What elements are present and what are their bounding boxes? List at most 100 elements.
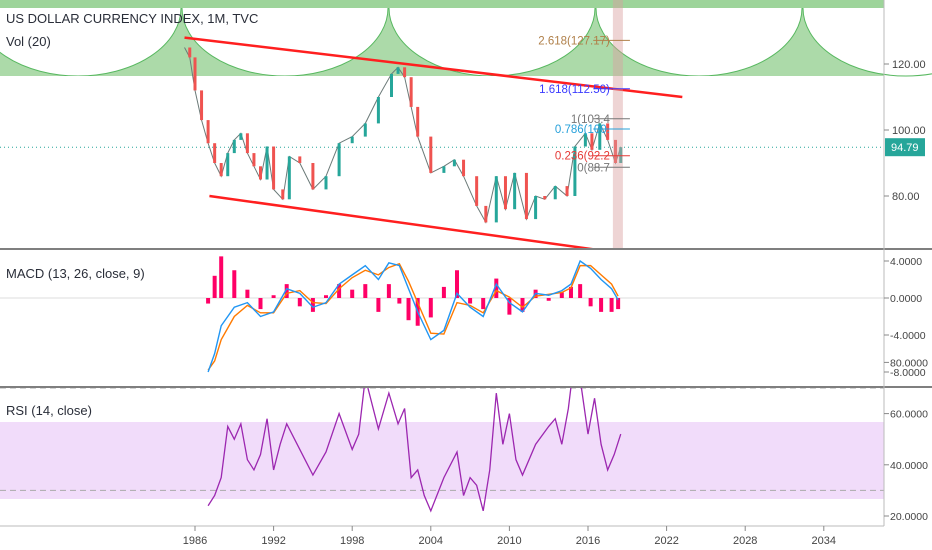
- price-candle: [429, 136, 433, 173]
- price-tick-label: 100.00: [892, 125, 926, 137]
- price-candle: [573, 146, 577, 196]
- price-candle: [239, 133, 243, 140]
- price-candle: [513, 172, 517, 210]
- fib-level-label: 0.786(100.: [555, 124, 610, 136]
- x-tick-label: 2022: [654, 535, 678, 547]
- price-candle: [403, 67, 407, 78]
- rsi-panel[interactable]: [0, 355, 884, 513]
- price-candle: [590, 133, 594, 150]
- macd-histogram-bar: [310, 298, 315, 312]
- macd-histogram-bar: [258, 298, 263, 310]
- macd-histogram-bar: [455, 270, 459, 298]
- price-candle: [363, 123, 367, 137]
- price-candle: [396, 67, 400, 74]
- price-candle: [324, 176, 328, 190]
- price-bg: [0, 76, 884, 248]
- macd-histogram-bar: [232, 270, 237, 298]
- trend-line: [184, 36, 683, 99]
- x-tick-label: 2016: [576, 535, 600, 547]
- price-candle: [598, 123, 602, 150]
- price-candle: [272, 146, 276, 190]
- forecast-column: [612, 0, 623, 248]
- price-panel[interactable]: 2.618(127.17) 1.618(112.50) 1(103.40.786(1…: [0, 0, 884, 265]
- macd-histogram-bar: [588, 298, 593, 307]
- macd-line: [207, 259, 619, 373]
- rsi-tick-label: 60.0000: [890, 409, 928, 421]
- price-candle: [281, 189, 285, 200]
- price-tick-label: 120.00: [892, 59, 926, 71]
- price-candle: [614, 139, 618, 163]
- price-candle: [462, 159, 466, 177]
- rsi-line: [207, 388, 622, 513]
- price-series-line: [184, 47, 622, 224]
- price-candle: [219, 163, 223, 177]
- rsi-tick-label: 40.0000: [890, 460, 928, 472]
- macd-histogram-bar: [559, 292, 564, 298]
- price-candle: [503, 176, 507, 210]
- price-candle: [193, 57, 197, 91]
- price-candle: [484, 205, 488, 223]
- macd-tick-label: -4.0000: [890, 330, 926, 342]
- cycle-top: [0, 0, 884, 8]
- x-tick-label: 2028: [733, 535, 757, 547]
- macd-panel[interactable]: [0, 256, 884, 373]
- price-candle: [553, 186, 557, 200]
- macd-tick-label: 4.0000: [890, 256, 922, 268]
- macd-histogram-bar: [245, 289, 250, 298]
- price-candle: [206, 120, 210, 144]
- price-candle: [259, 166, 262, 180]
- price-candle: [543, 196, 547, 200]
- macd-histogram-bar: [599, 298, 604, 312]
- price-candle: [232, 139, 236, 154]
- macd-histogram-bar: [546, 298, 551, 301]
- macd-histogram-bar: [428, 298, 433, 318]
- price-candle: [452, 159, 456, 167]
- macd-histogram-bar: [271, 295, 276, 298]
- price-candle: [494, 176, 498, 223]
- x-tick-label: 1986: [183, 535, 207, 547]
- fib-level-label: 1(103.4: [571, 114, 611, 126]
- macd-histogram-bar: [468, 298, 473, 304]
- macd-histogram-bar: [386, 284, 391, 298]
- macd-signal-line: [207, 262, 619, 371]
- macd-histogram-bar: [481, 298, 486, 310]
- rsi-tick-label: 20.0000: [890, 511, 928, 523]
- price-candle: [188, 47, 192, 58]
- macd-histogram-bar: [397, 298, 402, 304]
- price-candle: [524, 172, 528, 220]
- macd-histogram-bar: [609, 298, 614, 312]
- price-candle: [475, 176, 479, 206]
- fib-level-label: 1.618(112.50): [539, 84, 610, 96]
- price-candle: [226, 153, 230, 177]
- price-candle: [390, 73, 393, 97]
- x-tick-label: 2004: [419, 535, 443, 547]
- fib-level-label: 0.236(92.2: [555, 151, 610, 163]
- price-candle: [606, 123, 610, 140]
- price-candle: [583, 133, 587, 147]
- price-candle: [298, 156, 302, 163]
- macd-histogram-bar: [206, 298, 211, 304]
- macd-label: MACD (13, 26, close, 9): [6, 266, 145, 281]
- macd-histogram-bar: [324, 295, 328, 298]
- trend-line: [209, 194, 594, 248]
- macd-histogram-bar: [406, 298, 411, 321]
- macd-histogram-bar: [363, 284, 368, 298]
- macd-histogram-bar: [616, 298, 621, 310]
- x-tick-label: 1992: [261, 535, 285, 547]
- x-tick-label: 2034: [812, 535, 836, 547]
- macd-histogram-bar: [578, 284, 583, 298]
- fib-level-label: 2.618(127.17): [538, 35, 610, 47]
- price-candle: [619, 147, 623, 163]
- macd-histogram-bar: [520, 298, 525, 312]
- price-candle: [245, 133, 249, 154]
- macd-histogram-bar: [494, 278, 499, 298]
- price-candle: [311, 163, 315, 190]
- macd-tick-label: -8.0000: [890, 367, 926, 379]
- price-candle: [416, 106, 420, 137]
- last-price-tag: [885, 138, 925, 157]
- price-candle: [287, 156, 291, 200]
- x-tick-label: 1998: [340, 535, 364, 547]
- chart-title: US DOLLAR CURRENCY INDEX, 1M, TVC: [6, 11, 259, 26]
